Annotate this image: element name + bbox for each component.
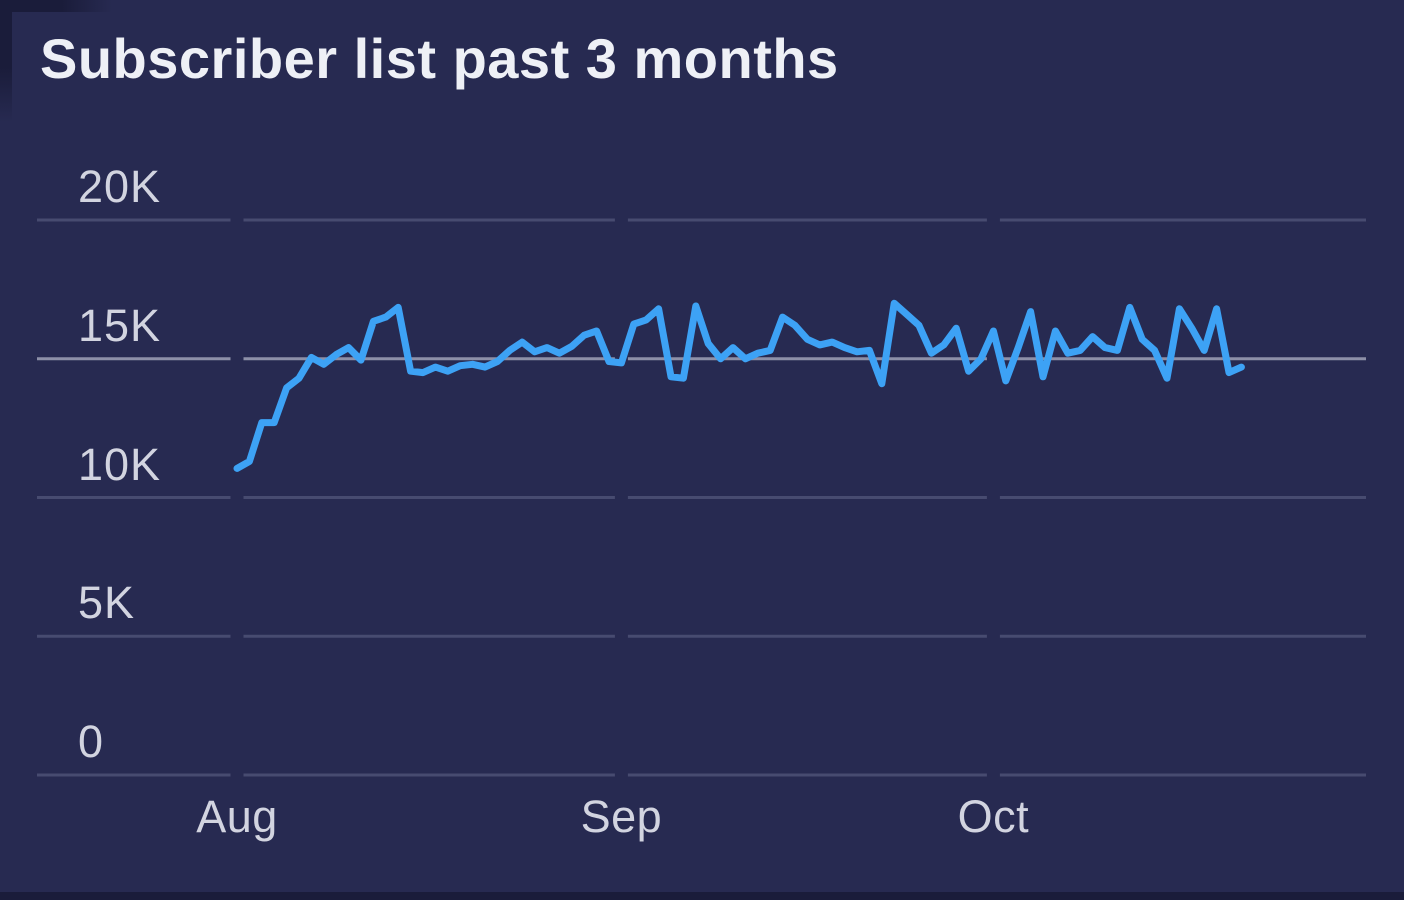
x-axis-label-sep: Sep [580,791,663,842]
y-axis-label-10k: 10K [78,438,162,490]
y-axis-label-15k: 15K [78,299,162,351]
y-axis-label-0: 0 [78,716,105,767]
x-axis-label-oct: Oct [957,791,1030,842]
page-edge-bottom [0,892,1404,900]
subscriber-trend-line [233,299,1245,472]
chart-title: Subscriber list past 3 months [40,27,839,90]
x-axis-label-aug: Aug [196,791,278,842]
y-axis-label-20k: 20K [78,161,162,212]
page-edge-left [0,0,12,122]
y-axis-label-5k: 5K [78,577,136,629]
page-edge-top [0,0,112,12]
